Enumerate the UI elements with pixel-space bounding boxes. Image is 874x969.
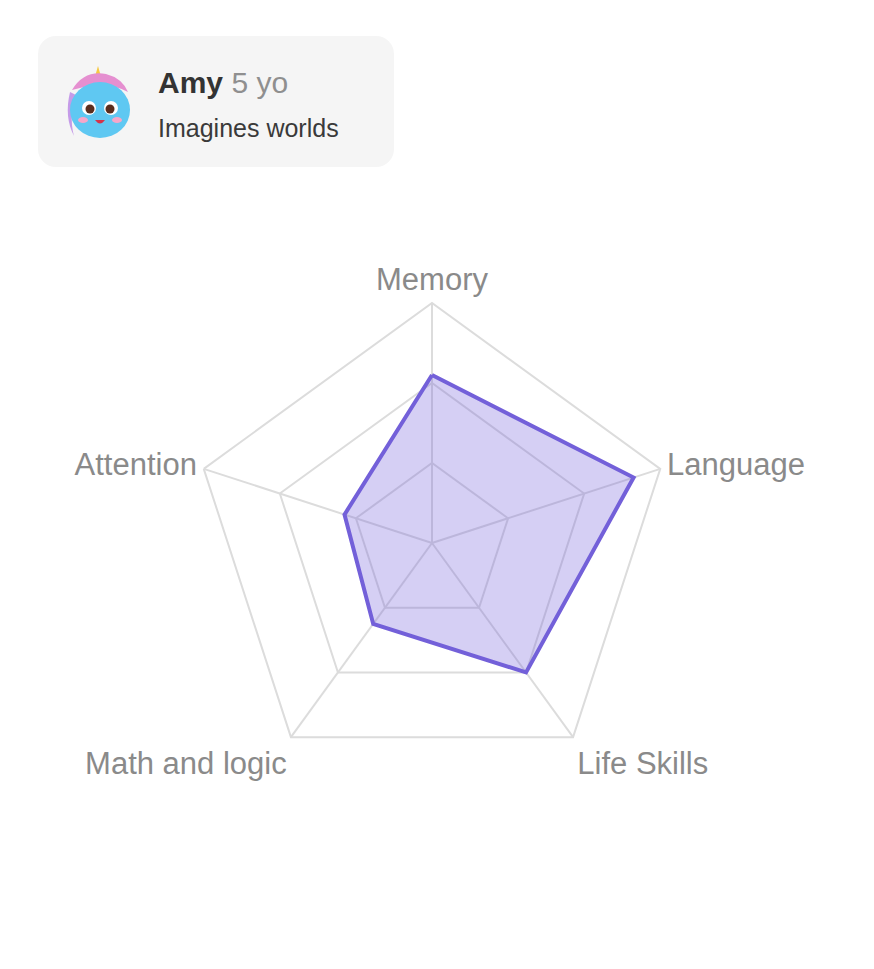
svg-text:Attention: Attention <box>75 447 197 482</box>
svg-text:Life Skills: Life Skills <box>577 746 708 781</box>
html-text:Amy 5 yo: Amy 5 yo <box>158 66 289 99</box>
html-text:Imagines worlds: Imagines worlds <box>158 114 339 142</box>
svg-text:Math and logic: Math and logic <box>85 746 287 781</box>
svg-text:Memory: Memory <box>376 262 488 297</box>
svg-text:Language: Language <box>667 447 805 482</box>
